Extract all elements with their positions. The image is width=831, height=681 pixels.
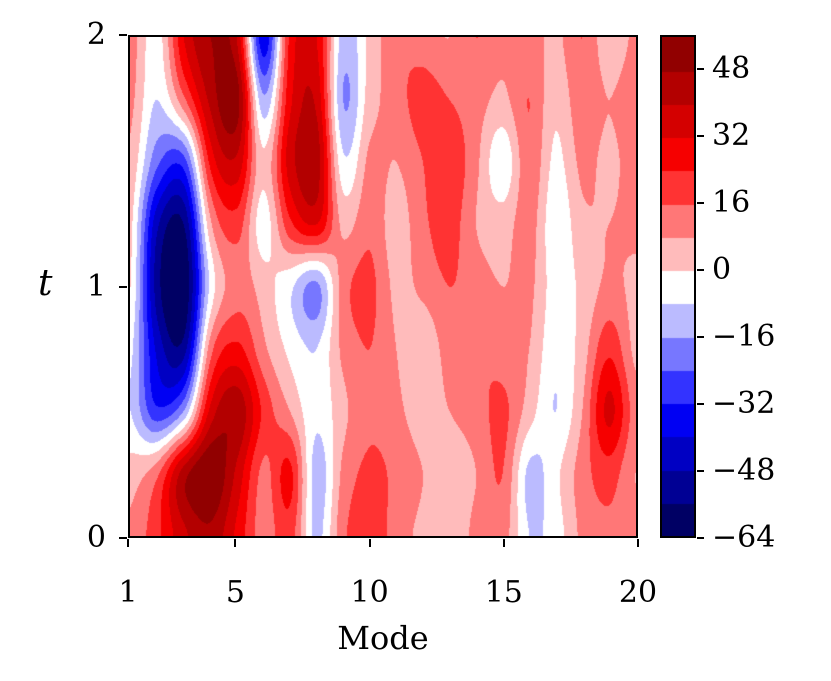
colorbar-tick-label: 0	[712, 251, 732, 287]
x-tick-label: 1	[118, 575, 138, 610]
x-tick-label: 5	[225, 575, 245, 610]
x-tick-mark	[637, 539, 639, 547]
colorbar-tick-mark	[697, 537, 704, 539]
colorbar-tick-label: −48	[712, 452, 776, 488]
colorbar-tick-label: 32	[712, 117, 751, 153]
y-tick-label: 2	[86, 17, 106, 52]
colorbar-canvas	[662, 37, 694, 536]
plot-area	[128, 35, 638, 538]
x-tick-mark	[127, 539, 129, 547]
colorbar-tick-label: 16	[712, 184, 751, 220]
colorbar-tick-mark	[697, 469, 704, 472]
y-tick-label: 1	[86, 268, 106, 304]
contour-plot-canvas	[130, 37, 636, 536]
x-axis-label: Mode	[337, 619, 429, 657]
y-tick-mark	[119, 285, 127, 288]
y-axis-label: t	[38, 263, 53, 304]
colorbar-tick-label: −32	[712, 385, 776, 421]
x-tick-label: 15	[484, 575, 523, 610]
colorbar-tick-mark	[697, 134, 704, 137]
colorbar-tick-mark	[697, 402, 704, 405]
colorbar	[660, 35, 696, 538]
colorbar-tick-mark	[697, 201, 704, 204]
y-tick-label: 0	[86, 520, 106, 555]
x-tick-mark	[234, 539, 237, 547]
x-tick-label: 20	[618, 575, 658, 610]
colorbar-tick-label: 48	[712, 50, 751, 86]
colorbar-tick-mark	[697, 268, 704, 271]
x-tick-label: 10	[350, 575, 389, 610]
colorbar-tick-mark	[697, 335, 704, 338]
colorbar-tick-label: −64	[712, 520, 776, 555]
x-tick-mark	[502, 539, 505, 547]
y-tick-mark	[119, 34, 127, 36]
colorbar-tick-mark	[697, 67, 704, 70]
x-tick-mark	[368, 539, 371, 547]
colorbar-tick-label: −16	[712, 318, 776, 354]
y-tick-mark	[119, 537, 127, 539]
